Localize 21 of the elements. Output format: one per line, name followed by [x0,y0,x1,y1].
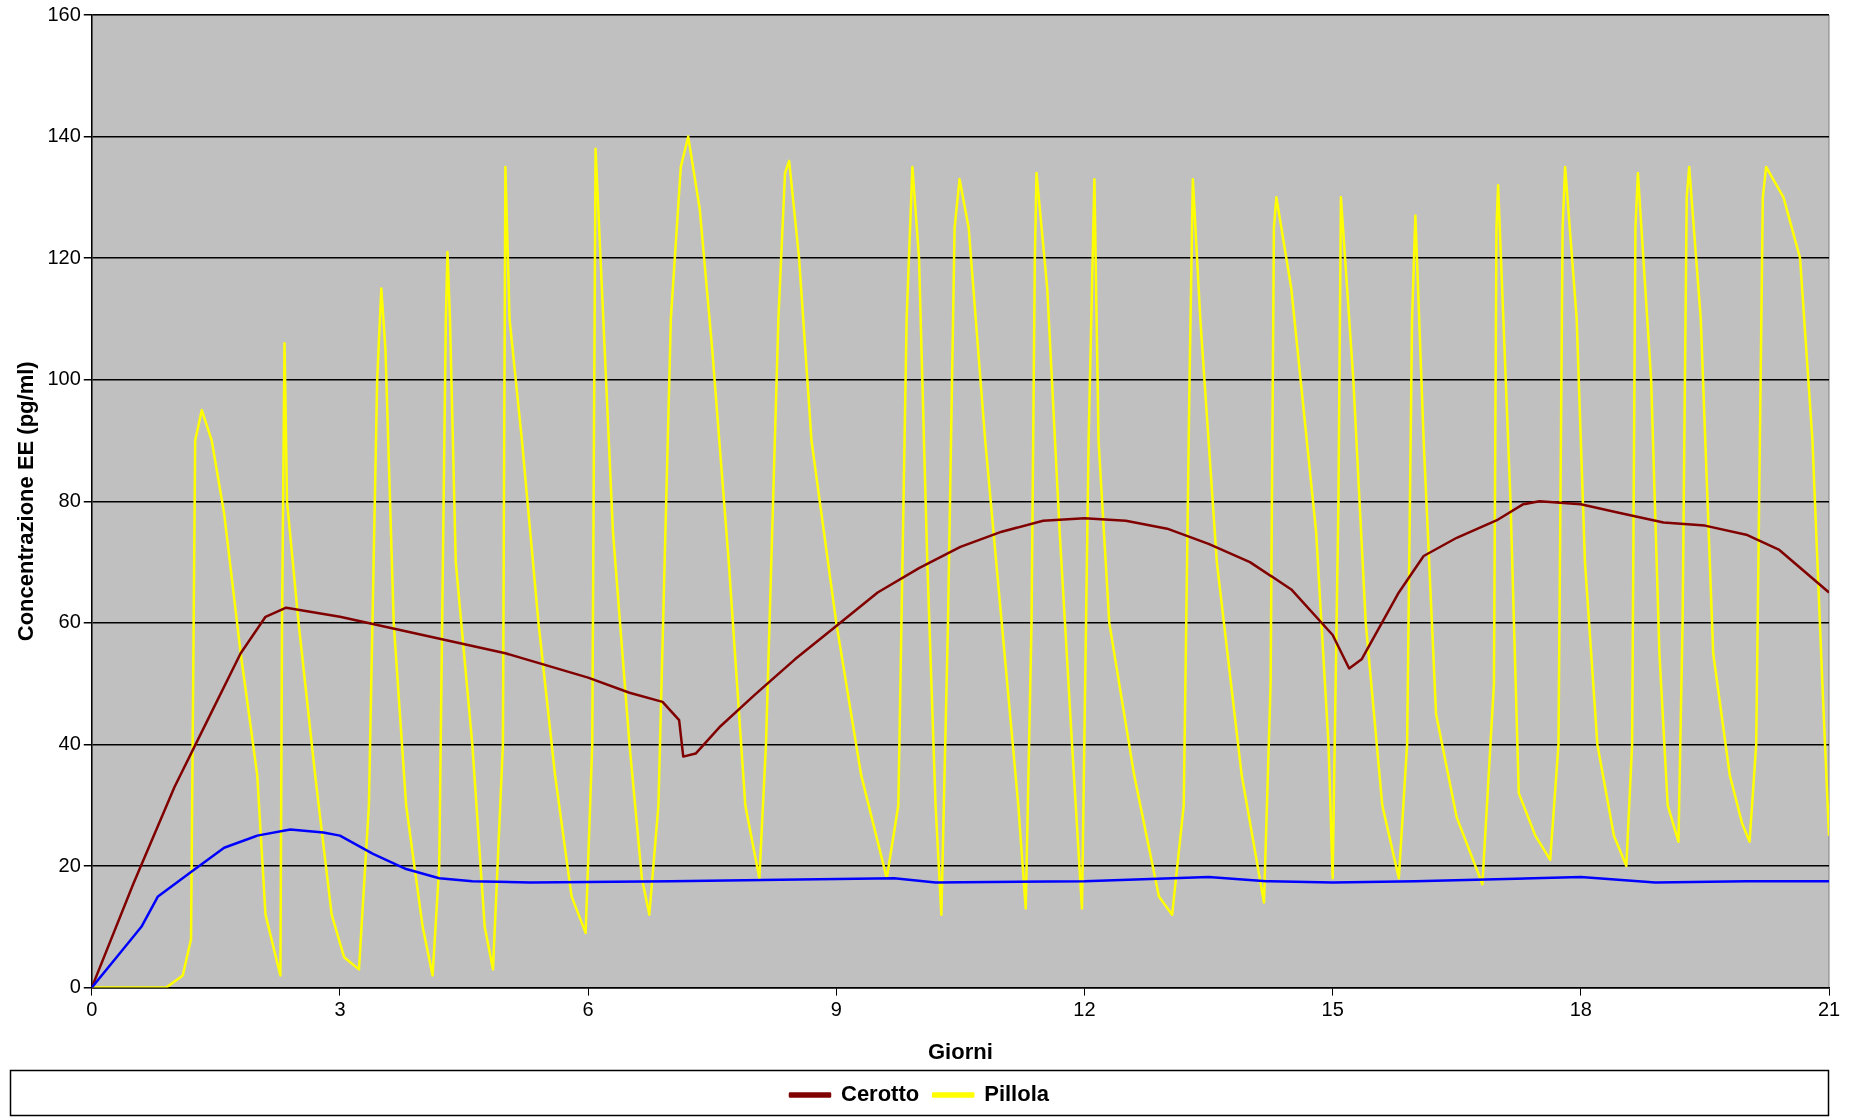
y-tick-label: 160 [47,2,81,25]
x-tick-label: 6 [582,998,594,1021]
y-tick-label: 20 [58,853,81,876]
x-tick-label: 3 [334,998,346,1021]
legend-label: Cerotto [840,1081,920,1107]
y-tick-label: 140 [47,124,81,147]
y-tick-label: 40 [58,731,81,754]
y-tick-label: 60 [58,610,81,633]
y-tick-label: 80 [58,488,81,511]
x-axis-title: Giorni [927,1038,993,1064]
x-tick-label: 21 [1817,998,1841,1021]
y-tick-label: 120 [47,245,81,268]
x-tick-label: 18 [1569,998,1592,1021]
x-tick-label: 0 [86,998,98,1021]
legend-label: Pillola [984,1081,1050,1107]
x-tick-label: 15 [1321,998,1344,1021]
y-axis-title: Concentrazione EE (pg/ml) [13,361,39,642]
x-tick-label: 12 [1073,998,1096,1021]
y-tick-label: 0 [69,975,81,998]
y-tick-label: 100 [47,367,81,390]
x-tick-label: 9 [830,998,842,1021]
